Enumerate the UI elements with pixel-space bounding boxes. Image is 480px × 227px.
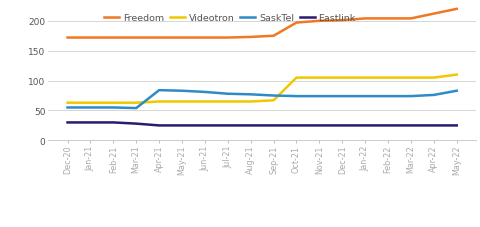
SaskTel xyxy=(293,95,299,98)
Freedom xyxy=(156,37,162,40)
Eastlink xyxy=(407,124,413,127)
Eastlink xyxy=(110,121,116,124)
SaskTel xyxy=(407,95,413,98)
Videotron xyxy=(316,77,322,80)
Eastlink xyxy=(430,124,436,127)
Eastlink xyxy=(247,124,253,127)
SaskTel xyxy=(430,94,436,97)
Eastlink xyxy=(339,124,345,127)
SaskTel xyxy=(87,107,93,109)
Videotron xyxy=(225,101,230,104)
Videotron xyxy=(407,77,413,80)
Freedom xyxy=(202,37,207,40)
Eastlink xyxy=(225,124,230,127)
Videotron xyxy=(293,77,299,80)
Videotron xyxy=(202,101,207,104)
Videotron xyxy=(270,99,276,102)
SaskTel xyxy=(453,90,459,93)
Legend: Freedom, Videotron, SaskTel, Eastlink: Freedom, Videotron, SaskTel, Eastlink xyxy=(104,14,355,23)
Eastlink xyxy=(293,124,299,127)
Freedom xyxy=(293,22,299,25)
Freedom xyxy=(270,35,276,38)
Freedom xyxy=(225,37,230,40)
Line: Eastlink: Eastlink xyxy=(67,123,456,126)
Eastlink xyxy=(179,124,184,127)
Freedom xyxy=(133,37,139,40)
Eastlink xyxy=(64,121,70,124)
Videotron xyxy=(247,101,253,104)
Videotron xyxy=(430,77,436,80)
Line: SaskTel: SaskTel xyxy=(67,91,456,109)
Eastlink xyxy=(156,124,162,127)
Freedom xyxy=(361,18,367,21)
Freedom xyxy=(453,8,459,11)
Freedom xyxy=(316,20,322,23)
Videotron xyxy=(339,77,345,80)
Freedom xyxy=(110,37,116,40)
Videotron xyxy=(87,102,93,105)
Eastlink xyxy=(133,123,139,126)
Eastlink xyxy=(202,124,207,127)
SaskTel xyxy=(133,107,139,110)
Line: Videotron: Videotron xyxy=(67,75,456,103)
SaskTel xyxy=(361,95,367,98)
Eastlink xyxy=(453,124,459,127)
Freedom xyxy=(339,20,345,22)
Eastlink xyxy=(87,121,93,124)
Freedom xyxy=(247,36,253,39)
SaskTel xyxy=(64,107,70,109)
Videotron xyxy=(110,102,116,105)
Eastlink xyxy=(316,124,322,127)
Freedom xyxy=(384,18,390,21)
Freedom xyxy=(407,18,413,21)
Videotron xyxy=(133,102,139,105)
Videotron xyxy=(453,74,459,77)
Freedom xyxy=(430,13,436,16)
SaskTel xyxy=(156,89,162,92)
Videotron xyxy=(156,101,162,104)
Videotron xyxy=(179,101,184,104)
SaskTel xyxy=(270,95,276,97)
SaskTel xyxy=(339,95,345,98)
Line: Freedom: Freedom xyxy=(67,10,456,38)
SaskTel xyxy=(202,91,207,94)
SaskTel xyxy=(247,94,253,96)
Freedom xyxy=(179,37,184,40)
SaskTel xyxy=(110,107,116,109)
Eastlink xyxy=(270,124,276,127)
Videotron xyxy=(361,77,367,80)
Videotron xyxy=(384,77,390,80)
SaskTel xyxy=(179,90,184,93)
SaskTel xyxy=(316,95,322,98)
Videotron xyxy=(64,102,70,105)
Freedom xyxy=(64,37,70,40)
Eastlink xyxy=(361,124,367,127)
SaskTel xyxy=(384,95,390,98)
Eastlink xyxy=(384,124,390,127)
Freedom xyxy=(87,37,93,40)
SaskTel xyxy=(225,93,230,96)
